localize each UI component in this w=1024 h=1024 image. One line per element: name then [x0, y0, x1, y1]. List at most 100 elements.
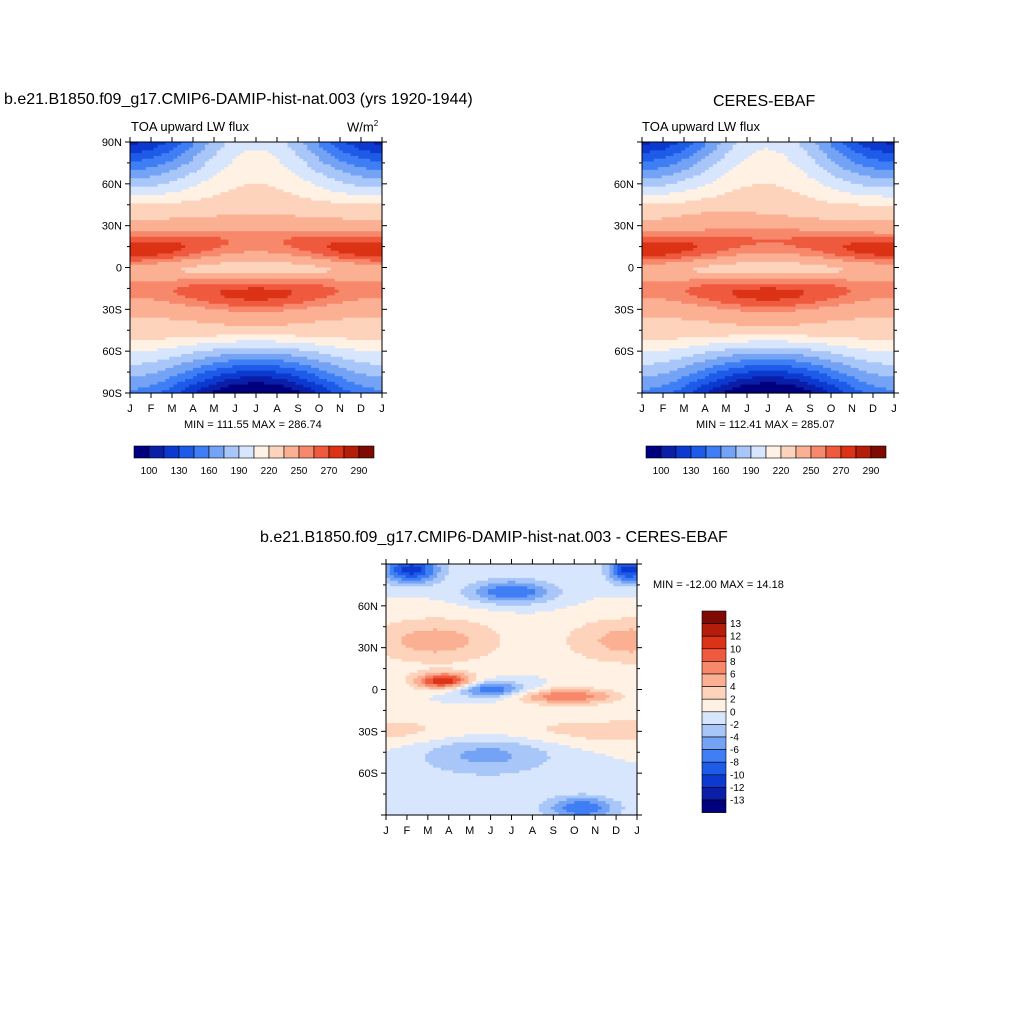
heatmap-cell	[130, 183, 135, 188]
heatmap-cell	[287, 150, 293, 154]
heatmap-cell	[244, 270, 249, 274]
heatmap-cell	[228, 295, 233, 299]
heatmap-cell	[161, 284, 167, 288]
heatmap-cell	[279, 150, 285, 154]
heatmap-cell	[137, 200, 143, 204]
heatmap-cell	[263, 270, 269, 274]
heatmap-cell	[259, 155, 265, 160]
heatmap-cell	[220, 334, 226, 338]
heatmap-cell	[161, 278, 167, 283]
heatmap-cell	[295, 167, 300, 171]
heatmap-cell	[366, 351, 371, 355]
heatmap-cell	[307, 222, 312, 227]
heatmap-cell	[346, 300, 352, 305]
heatmap-cell	[200, 186, 206, 191]
heatmap-cell	[283, 320, 289, 324]
heatmap-cell	[366, 250, 371, 255]
heatmap-cell	[236, 147, 241, 151]
heatmap-cell	[200, 228, 206, 232]
heatmap-cell	[193, 172, 198, 177]
heatmap-cell	[374, 295, 379, 299]
heatmap-cell	[275, 267, 281, 271]
heatmap-cell	[169, 253, 174, 257]
heatmap-cell	[153, 314, 159, 319]
heatmap-cell	[185, 211, 190, 216]
heatmap-cell	[161, 155, 167, 160]
heatmap-cell	[161, 295, 167, 299]
heatmap-cell	[346, 150, 352, 154]
heatmap-cell	[330, 225, 336, 230]
heatmap-cell	[161, 208, 167, 213]
heatmap-cell	[256, 206, 261, 210]
heatmap-cell	[181, 298, 186, 302]
heatmap-cell	[354, 320, 359, 324]
heatmap-cell	[224, 175, 230, 179]
heatmap-cell	[366, 312, 371, 316]
heatmap-cell	[362, 300, 367, 305]
heatmap-cell	[275, 314, 281, 319]
heatmap-cell	[362, 331, 367, 336]
heatmap-cell	[193, 228, 198, 232]
heatmap-cell	[145, 222, 151, 227]
heatmap-cell	[275, 345, 281, 349]
heatmap-cell	[346, 298, 352, 302]
heatmap-cell	[204, 186, 210, 191]
heatmap-cell	[133, 164, 139, 168]
heatmap-cell	[350, 295, 356, 299]
heatmap-cell	[267, 284, 273, 288]
heatmap-cell	[338, 306, 344, 310]
heatmap-cell	[315, 326, 320, 330]
heatmap-cell	[275, 167, 281, 171]
heatmap-cell	[153, 256, 159, 260]
heatmap-cell	[322, 250, 328, 255]
heatmap-cell	[330, 214, 336, 218]
heatmap-cell	[204, 261, 210, 266]
heatmap-cell	[204, 189, 210, 193]
heatmap-cell	[287, 289, 293, 294]
heatmap-cell	[248, 192, 253, 196]
heatmap-cell	[346, 161, 352, 165]
heatmap-cell	[173, 175, 178, 179]
heatmap-cell	[240, 225, 245, 230]
heatmap-cell	[228, 309, 233, 313]
heatmap-cell	[275, 208, 281, 213]
heatmap-cell	[208, 256, 214, 260]
heatmap-cell	[177, 183, 182, 188]
heatmap-cell	[326, 284, 332, 288]
heatmap-cell	[216, 259, 222, 263]
heatmap-cell	[177, 167, 182, 171]
heatmap-cell	[287, 306, 293, 310]
heatmap-cell	[145, 278, 151, 283]
heatmap-cell	[307, 186, 312, 191]
heatmap-cell	[177, 242, 182, 246]
heatmap-cell	[208, 273, 214, 277]
heatmap-cell	[334, 356, 340, 361]
heatmap-cell	[326, 275, 332, 280]
heatmap-cell	[244, 236, 249, 241]
heatmap-cell	[232, 328, 237, 333]
heatmap-cell	[350, 147, 356, 151]
heatmap-cell	[212, 225, 218, 230]
heatmap-cell	[271, 178, 277, 182]
heatmap-cell	[267, 328, 273, 333]
heatmap-cell	[130, 359, 135, 363]
heatmap-cell	[303, 342, 308, 347]
heatmap-cell	[256, 270, 261, 274]
heatmap-cell	[311, 247, 316, 252]
heatmap-cell	[330, 181, 336, 185]
heatmap-cell	[338, 328, 344, 333]
heatmap-cell	[342, 206, 348, 210]
heatmap-cell	[299, 281, 304, 285]
heatmap-cell	[334, 287, 340, 291]
heatmap-cell	[193, 192, 198, 196]
heatmap-cell	[366, 203, 371, 207]
heatmap-cell	[322, 326, 328, 330]
heatmap-cell	[236, 186, 241, 191]
heatmap-cell	[212, 197, 218, 202]
heatmap-cell	[358, 303, 363, 308]
heatmap-cell	[354, 326, 359, 330]
heatmap-cell	[200, 206, 206, 210]
heatmap-cell	[232, 270, 237, 274]
heatmap-cell	[212, 236, 218, 241]
heatmap-cell	[350, 172, 356, 177]
